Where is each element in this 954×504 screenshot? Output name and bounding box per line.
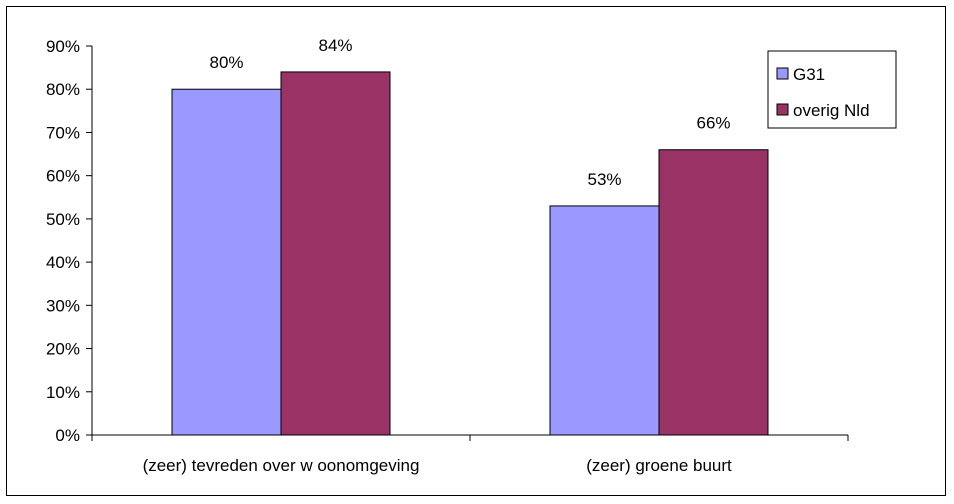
- y-tick-label: 10%: [46, 383, 80, 402]
- y-axis-ticks: 0% 10% 20% 30% 40% 50% 60% 70% 80% 90%: [46, 37, 92, 445]
- legend-label: G31: [793, 65, 825, 84]
- y-tick-label: 70%: [46, 123, 80, 142]
- data-label: 66%: [696, 114, 730, 133]
- y-tick-label: 40%: [46, 253, 80, 272]
- data-labels: 80% 84% 53% 66%: [209, 36, 730, 189]
- legend-box: [767, 50, 897, 129]
- data-label: 53%: [587, 170, 621, 189]
- bar-overig-nld: [658, 149, 769, 436]
- legend-label: overig Nld: [793, 101, 870, 120]
- bar-g31: [549, 205, 660, 436]
- legend-swatch: [776, 103, 789, 116]
- y-tick-label: 60%: [46, 167, 80, 186]
- data-label: 80%: [209, 53, 243, 72]
- x-axis-ticks: [91, 435, 849, 441]
- data-label: 84%: [318, 36, 352, 55]
- category-labels: (zeer) tevreden over w oonomgeving (zeer)…: [143, 456, 732, 475]
- y-tick-label: 90%: [46, 37, 80, 56]
- y-tick-label: 0%: [55, 426, 80, 445]
- bar-overig-nld: [280, 71, 391, 436]
- category-label: (zeer) groene buurt: [586, 456, 732, 475]
- bar-g31: [171, 88, 282, 436]
- legend: G31 overig Nld: [767, 50, 897, 129]
- legend-swatch: [776, 67, 789, 80]
- category-label: (zeer) tevreden over w oonomgeving: [143, 456, 420, 475]
- y-tick-label: 50%: [46, 210, 80, 229]
- bars: [171, 71, 769, 436]
- y-tick-label: 30%: [46, 296, 80, 315]
- y-tick-label: 80%: [46, 80, 80, 99]
- y-tick-label: 20%: [46, 340, 80, 359]
